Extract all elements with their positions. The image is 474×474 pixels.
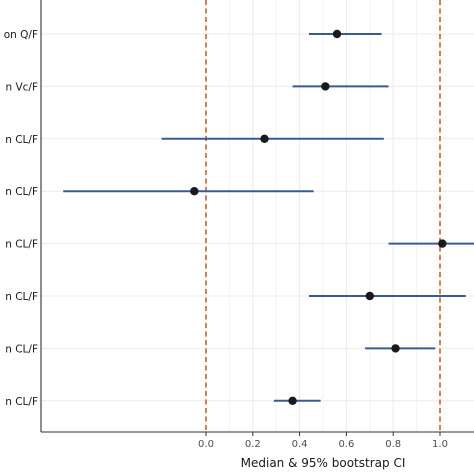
row-label: n CL/F xyxy=(5,396,38,408)
median-point xyxy=(365,291,374,301)
reference-lines xyxy=(205,0,441,432)
row-label: n CL/F xyxy=(5,291,38,303)
median-points xyxy=(190,29,447,405)
row-label: on Q/F xyxy=(4,29,38,41)
row-label: n CL/F xyxy=(5,186,38,198)
median-point xyxy=(288,396,297,405)
x-tick-label: 1.0 xyxy=(432,439,448,450)
row-label: n CL/F xyxy=(5,134,38,146)
x-tick-label: 0.6 xyxy=(338,439,354,450)
row-label: n CL/F xyxy=(5,343,38,355)
median-point xyxy=(321,82,330,91)
median-point xyxy=(260,134,269,143)
row-labels: on Q/F n Vc/F n CL/F n CL/F n CL/F n CL/F n CL… xyxy=(4,29,38,408)
x-axis-title: Median & 95% bootstrap CI xyxy=(241,456,406,470)
x-tick-label: 0.2 xyxy=(245,439,261,450)
median-point xyxy=(332,29,342,39)
row-label: n Vc/F xyxy=(5,81,38,93)
x-tick-label: 0.4 xyxy=(292,439,308,450)
median-point xyxy=(391,344,400,353)
ci-intervals xyxy=(63,33,474,402)
x-ticks: 0.0 0.2 0.4 0.6 0.8 1.0 xyxy=(198,432,448,450)
row-label: n CL/F xyxy=(5,239,38,251)
grid-layer xyxy=(41,0,474,432)
median-point xyxy=(438,239,447,248)
median-point xyxy=(190,187,199,196)
x-tick-label: 0.8 xyxy=(385,439,401,450)
x-tick-label: 0.0 xyxy=(198,439,214,450)
